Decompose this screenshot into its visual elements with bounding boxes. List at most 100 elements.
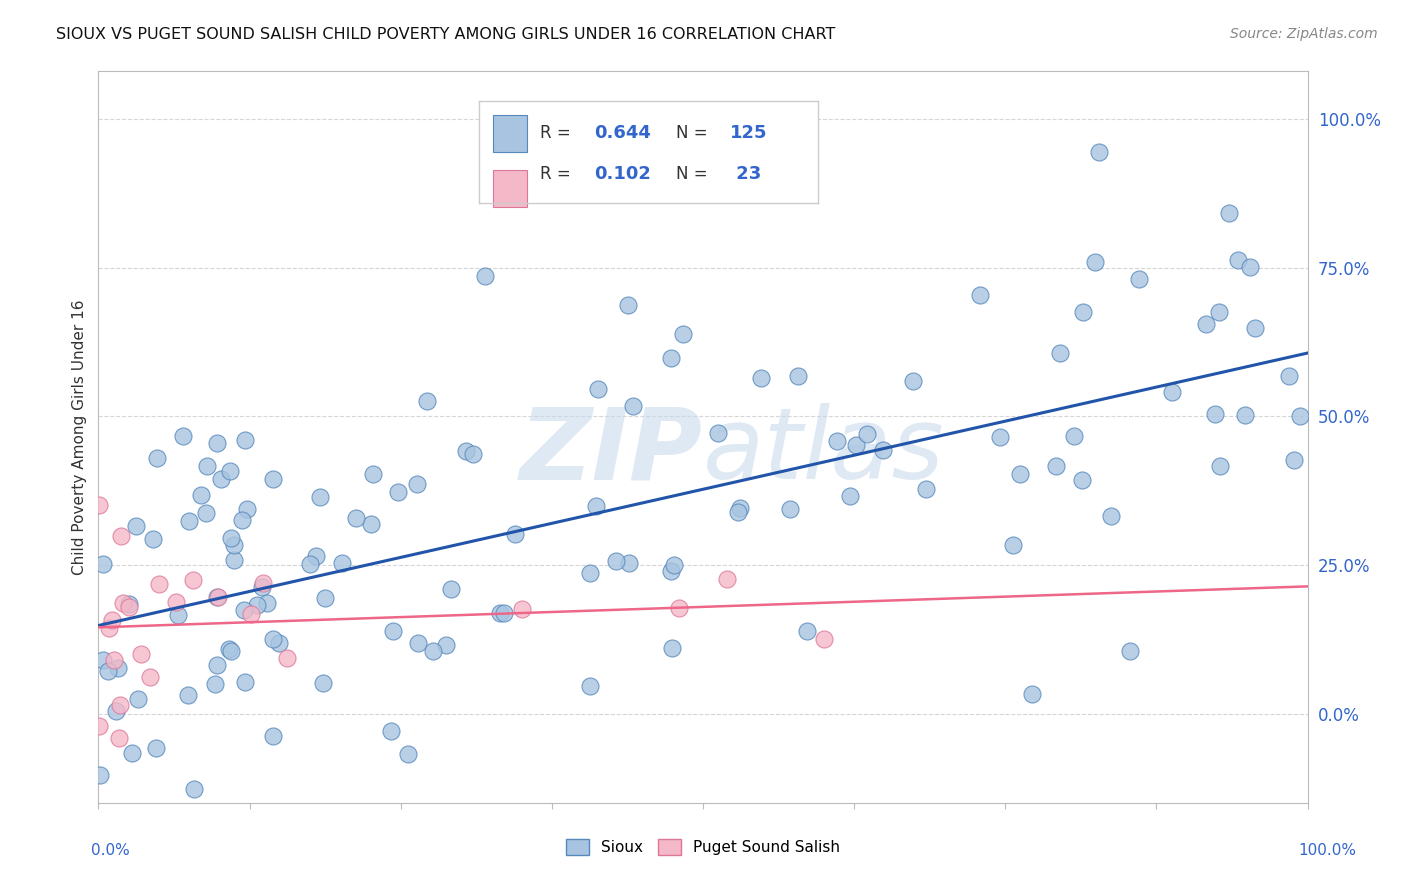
Point — [232, 603, 254, 617]
Point — [127, 691, 149, 706]
Point — [360, 517, 382, 532]
Point — [586, 382, 609, 396]
Point — [579, 566, 602, 580]
Point — [97, 665, 120, 679]
Point — [1088, 145, 1111, 160]
Point — [440, 582, 463, 596]
Text: 0.0%: 0.0% — [91, 843, 131, 858]
Point — [240, 607, 263, 621]
Point — [707, 425, 730, 440]
Point — [91, 653, 114, 667]
Point — [314, 591, 336, 606]
Point — [111, 596, 134, 610]
Point — [124, 518, 146, 533]
Point — [489, 606, 512, 620]
Text: Source: ZipAtlas.com: Source: ZipAtlas.com — [1230, 27, 1378, 41]
Point — [236, 502, 259, 516]
Point — [256, 596, 278, 610]
Point — [207, 590, 229, 604]
Point — [176, 688, 198, 702]
Point — [252, 576, 274, 591]
Point — [252, 580, 274, 594]
Point — [222, 552, 245, 566]
Point — [1226, 253, 1249, 268]
Point — [312, 676, 335, 690]
Point — [716, 572, 738, 586]
Point — [617, 297, 640, 311]
Point — [728, 500, 751, 515]
Point — [108, 731, 131, 745]
Point — [344, 511, 367, 525]
Point — [249, 825, 271, 839]
Point — [1161, 385, 1184, 400]
Point — [204, 677, 226, 691]
Point — [839, 489, 862, 503]
Point — [1244, 321, 1267, 335]
Text: atlas: atlas — [703, 403, 945, 500]
Point — [503, 527, 526, 541]
Point — [1049, 346, 1071, 360]
Point — [219, 644, 242, 658]
Text: ZIP: ZIP — [520, 403, 703, 500]
Point — [361, 467, 384, 481]
Point — [118, 599, 141, 614]
Point — [422, 644, 444, 658]
Point — [1278, 369, 1301, 384]
Point — [605, 554, 627, 568]
Point — [396, 747, 419, 761]
Point — [659, 564, 682, 578]
Point — [103, 653, 125, 667]
Point — [727, 505, 749, 519]
Point — [914, 483, 936, 497]
Point — [118, 597, 141, 611]
Point — [107, 661, 129, 675]
Point — [218, 642, 240, 657]
Text: SIOUX VS PUGET SOUND SALISH CHILD POVERTY AMONG GIRLS UNDER 16 CORRELATION CHART: SIOUX VS PUGET SOUND SALISH CHILD POVERT… — [56, 27, 835, 42]
Point — [494, 606, 516, 620]
Point — [207, 591, 229, 605]
Point — [110, 529, 132, 543]
Point — [813, 632, 835, 646]
Point — [1233, 408, 1256, 422]
Text: 100.0%: 100.0% — [1299, 843, 1357, 858]
Point — [1070, 473, 1092, 487]
Point — [1239, 260, 1261, 274]
Point — [1289, 409, 1312, 423]
Point — [235, 433, 257, 447]
Point — [129, 647, 152, 661]
Point — [463, 446, 485, 460]
Point — [380, 723, 402, 738]
Point — [205, 436, 228, 450]
Point — [969, 287, 991, 301]
Point — [231, 513, 253, 527]
Point — [1071, 304, 1094, 318]
Point — [262, 730, 284, 744]
Point — [825, 434, 848, 449]
Point — [856, 427, 879, 442]
Point — [406, 476, 429, 491]
Point — [98, 621, 121, 635]
Point — [205, 657, 228, 672]
Point — [276, 650, 298, 665]
Point — [585, 500, 607, 514]
Point — [183, 782, 205, 797]
Point — [142, 533, 165, 547]
Point — [1195, 318, 1218, 332]
Point — [209, 472, 232, 486]
Point — [195, 458, 218, 473]
Point — [218, 464, 240, 478]
Point — [510, 601, 533, 615]
Point — [104, 704, 127, 718]
Point — [779, 501, 801, 516]
Point — [1119, 644, 1142, 658]
Point — [901, 374, 924, 388]
Point — [1002, 538, 1025, 552]
Point — [190, 488, 212, 502]
Point — [621, 399, 644, 413]
Point — [749, 371, 772, 385]
Point — [454, 443, 477, 458]
Point — [165, 594, 187, 608]
Point — [661, 640, 683, 655]
Point — [87, 719, 110, 733]
Point — [1045, 458, 1067, 473]
